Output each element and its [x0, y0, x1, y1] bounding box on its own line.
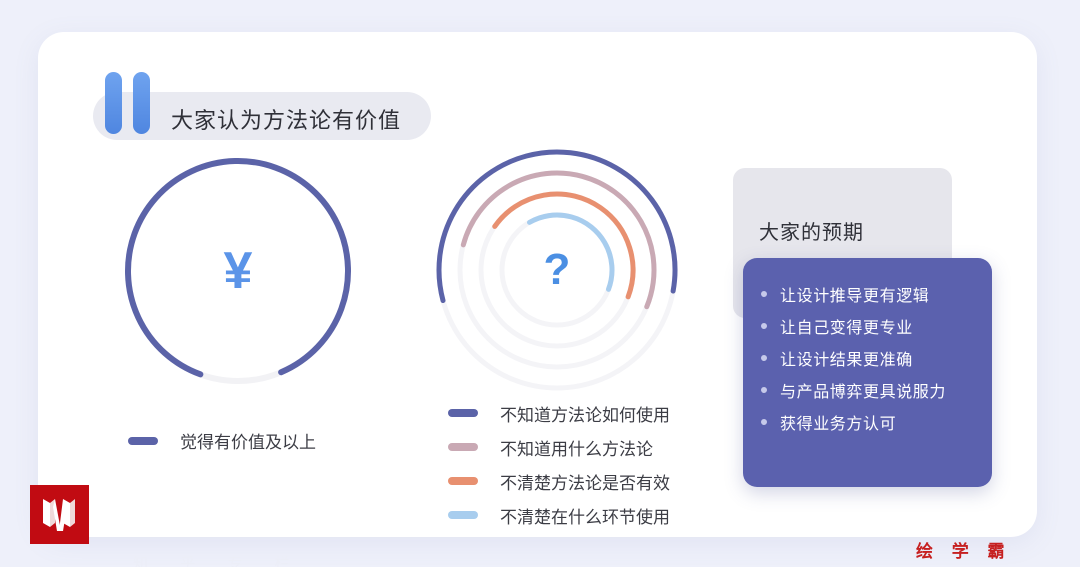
title-accent-bar-left: [105, 72, 122, 134]
legend-swatch: [448, 409, 478, 417]
expectation-label: 让自己变得更专业: [780, 320, 913, 337]
radial-value-arc: [499, 212, 615, 328]
expectation-label: 获得业务方认可: [780, 416, 897, 433]
expectation-item: 让自己变得更专业: [761, 310, 992, 342]
expectations-list-card: 让设计推导更有逻辑 让自己变得更专业 让设计结果更准确与产品博弈更具说服力 获得业务方…: [743, 258, 992, 487]
yen-icon: ¥: [223, 242, 253, 300]
legend-swatch: [448, 443, 478, 451]
expectation-item: 获得业务方认可: [761, 406, 992, 438]
legend-swatch: [448, 511, 478, 519]
legend-item: 不清楚方法论是否有效: [448, 468, 670, 494]
radial-arcs: [436, 149, 678, 391]
pain-point-radial-chart: ?: [421, 134, 693, 406]
app-logo: [30, 485, 89, 544]
legend-label: 不知道用什么方法论: [500, 439, 653, 459]
bullet-dot-icon: [761, 355, 767, 361]
pain-point-legend: 不知道方法论如何使用 不知道用什么方法论 不清楚方法论是否有效 不清楚在什么环节使用: [448, 400, 670, 528]
expectations-heading: 大家的预期: [759, 222, 864, 244]
value-donut-svg: [125, 158, 351, 384]
radial-value-arc: [436, 149, 678, 391]
legend-item: 不清楚在什么环节使用: [448, 502, 670, 528]
title-accent-bar-right: [133, 72, 150, 134]
expectation-label: 让设计结果更准确: [780, 352, 913, 369]
expectation-item: 与产品博弈更具说服力: [761, 374, 992, 406]
slide-card: 大家认为方法论有价值 ¥ 觉得有价值及以上 ? 不知道方法论如何使用 不知道用什么…: [38, 32, 1037, 567]
legend-swatch: [128, 436, 158, 445]
page-title-text: 大家认为方法论有价值: [171, 108, 402, 133]
bullet-dot-icon: [761, 387, 767, 393]
question-mark-icon: ?: [543, 245, 571, 294]
expectation-label: 与产品博弈更具说服力: [780, 384, 947, 401]
value-chart-legend: 觉得有价值及以上: [128, 428, 316, 453]
expectation-label: 让设计推导更有逻辑: [780, 288, 930, 305]
legend-swatch: [448, 477, 478, 485]
legend-item: 不知道用什么方法论: [448, 434, 670, 460]
bullet-dot-icon: [761, 419, 767, 425]
expectation-item: 让设计推导更有逻辑: [761, 278, 992, 310]
bullet-dot-icon: [761, 323, 767, 329]
bullet-dot-icon: [761, 291, 767, 297]
legend-label: 不清楚方法论是否有效: [500, 473, 670, 493]
expectation-item: 让设计结果更准确: [761, 342, 992, 374]
radial-value-arc: [457, 170, 657, 370]
value-donut-chart: ¥: [109, 142, 367, 400]
legend-label: 觉得有价值及以上: [180, 433, 316, 452]
logo-w-icon: [42, 498, 75, 531]
brand-mark: 绘 学 霸: [916, 542, 1012, 561]
pain-point-radial-svg: [436, 149, 678, 391]
legend-item: 不知道方法论如何使用: [448, 400, 670, 426]
radial-value-arc: [478, 191, 636, 349]
legend-label: 不知道方法论如何使用: [500, 405, 670, 425]
donut-value-arc: [125, 158, 351, 384]
footer-watermark-left: 知 乎 专 栏: [133, 555, 304, 567]
legend-label: 不清楚在什么环节使用: [500, 507, 670, 527]
